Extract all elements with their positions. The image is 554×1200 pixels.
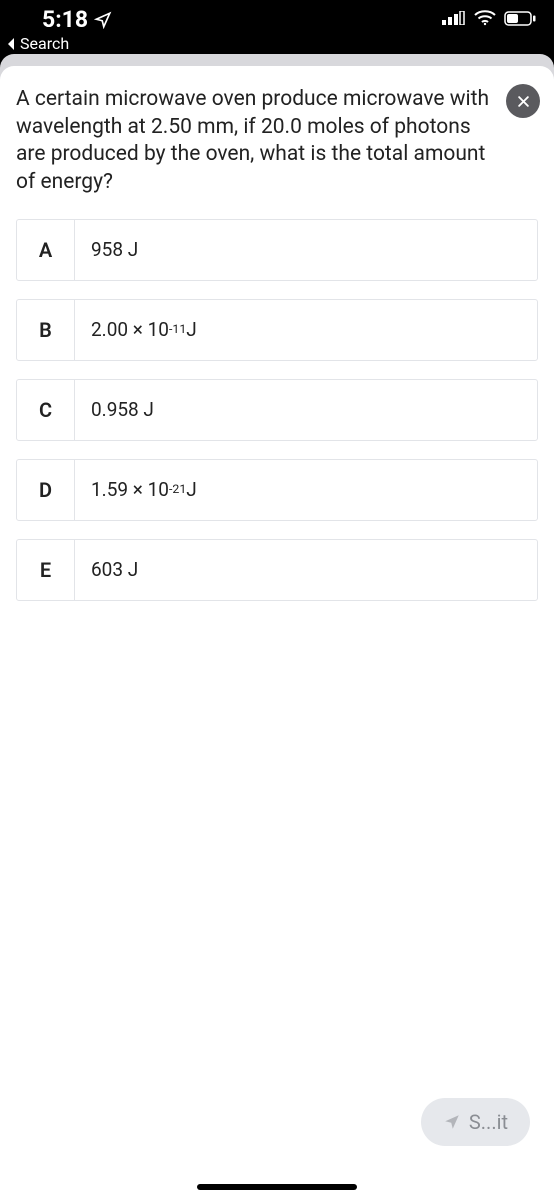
answer-letter: B (17, 300, 75, 360)
answers-list: A958 JB2.00 × 10-11 JC0.958 JD1.59 × 10-… (16, 219, 538, 601)
back-chevron-icon (6, 37, 16, 51)
question-text: A certain microwave oven produce microwa… (16, 86, 538, 197)
signal-icon (442, 11, 466, 25)
answer-text: 603 J (75, 540, 537, 600)
battery-icon (504, 11, 536, 26)
status-bar: 5:18 Search (0, 0, 554, 54)
answer-letter: C (17, 380, 75, 440)
floating-action-pill[interactable]: S...it (421, 1098, 530, 1146)
send-icon (443, 1113, 461, 1131)
close-button[interactable] (506, 84, 540, 118)
answer-text: 958 J (75, 220, 537, 280)
answer-option-b[interactable]: B2.00 × 10-11 J (16, 299, 538, 361)
answer-letter: D (17, 460, 75, 520)
home-indicator[interactable] (197, 1184, 357, 1190)
answer-text: 1.59 × 10-21 J (75, 460, 537, 520)
answer-option-d[interactable]: D1.59 × 10-21 J (16, 459, 538, 521)
status-right (442, 10, 536, 26)
answer-letter: E (17, 540, 75, 600)
answer-option-c[interactable]: C0.958 J (16, 379, 538, 441)
wifi-icon (474, 10, 496, 26)
back-label: Search (20, 34, 69, 53)
answer-option-a[interactable]: A958 J (16, 219, 538, 281)
answer-letter: A (17, 220, 75, 280)
question-sheet: A certain microwave oven produce microwa… (0, 66, 554, 1200)
close-icon (516, 94, 531, 109)
location-icon (94, 11, 112, 29)
back-to-search[interactable]: Search (6, 34, 69, 53)
floating-label: S...it (469, 1110, 508, 1134)
answer-text: 2.00 × 10-11 J (75, 300, 537, 360)
answer-text: 0.958 J (75, 380, 537, 440)
answer-option-e[interactable]: E603 J (16, 539, 538, 601)
time-text: 5:18 (42, 6, 88, 33)
status-time: 5:18 (42, 6, 112, 33)
